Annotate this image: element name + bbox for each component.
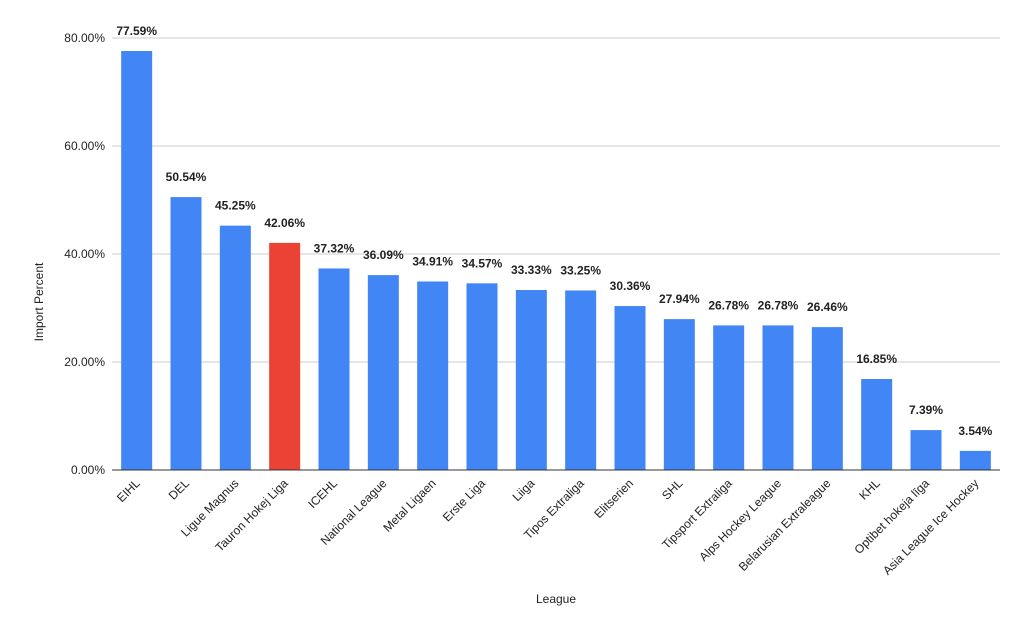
data-label: 26.78% [758, 298, 799, 312]
data-label: 16.85% [856, 352, 897, 366]
bars [121, 51, 991, 471]
data-label: 7.39% [909, 403, 943, 417]
data-label: 77.59% [116, 24, 157, 38]
data-label: 3.54% [958, 424, 992, 438]
bar [466, 283, 498, 470]
data-label: 42.06% [264, 216, 305, 230]
bar [713, 325, 745, 470]
data-label: 33.33% [511, 263, 552, 277]
data-label: 34.91% [412, 254, 453, 268]
x-category-label: KHL [856, 476, 883, 503]
data-label: 36.09% [363, 248, 404, 262]
data-label: 27.94% [659, 292, 700, 306]
data-label: 34.57% [462, 256, 503, 270]
y-tick-label: 80.00% [64, 31, 105, 45]
x-category-label: Erste Liga [440, 476, 488, 524]
x-category-label: Liiga [510, 476, 538, 504]
bar [417, 281, 449, 470]
bar [861, 379, 893, 470]
bar [515, 290, 547, 470]
bar [762, 325, 794, 470]
x-category-label: ICEHL [305, 476, 340, 511]
x-category-label: Metal Ligaen [380, 476, 438, 534]
bar [318, 268, 350, 470]
data-label: 26.78% [708, 298, 749, 312]
data-label: 26.46% [807, 300, 848, 314]
data-label: 45.25% [215, 199, 256, 213]
data-labels: 77.59% 50.54% 45.25% 42.06% 37.32% 36.09% 34.9… [116, 24, 992, 438]
x-category-label: Belarusian Extraleague [736, 476, 834, 574]
x-category-label: DEL [166, 476, 193, 503]
x-axis-title: League [536, 592, 576, 606]
data-label: 33.25% [560, 263, 601, 277]
bar [811, 327, 843, 470]
data-label: 30.36% [610, 279, 651, 293]
bar [121, 51, 153, 470]
x-category-label: Elitserien [591, 476, 636, 521]
x-category-label: Alps Hockey League [696, 476, 784, 564]
bar [565, 290, 597, 470]
data-label: 37.32% [314, 241, 355, 255]
data-label: 50.54% [166, 170, 207, 184]
bar [367, 275, 399, 470]
x-category-label: EIHL [114, 476, 143, 505]
y-tick-label: 60.00% [64, 139, 105, 153]
bar [269, 242, 301, 470]
bar [614, 306, 646, 470]
y-tick-label: 40.00% [64, 247, 105, 261]
y-tick-label: 0.00% [71, 463, 105, 477]
bar [910, 430, 942, 470]
bar [959, 450, 991, 470]
y-axis-title: Import Percent [32, 262, 46, 341]
x-category-label: Asia League Ice Hockey [880, 476, 981, 577]
bar [170, 197, 202, 471]
bar [219, 225, 251, 470]
bar [663, 319, 695, 470]
y-tick-label: 20.00% [64, 355, 105, 369]
y-axis-ticks: 0.00% 20.00% 40.00% 60.00% 80.00% [64, 31, 105, 477]
x-category-label: SHL [659, 476, 686, 503]
gridlines [112, 37, 1000, 363]
